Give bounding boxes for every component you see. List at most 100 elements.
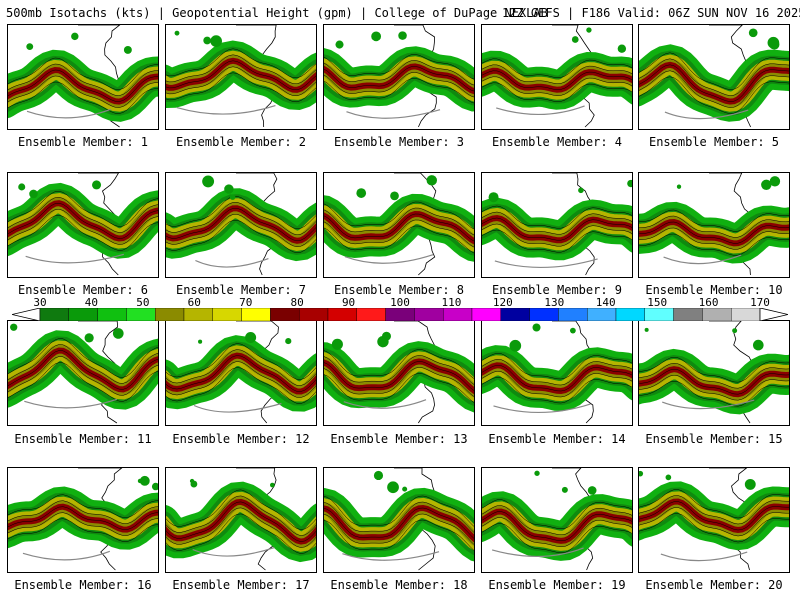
grey-contour — [346, 109, 441, 119]
colorbar-swatch — [587, 308, 617, 321]
colorbar-swatch — [673, 308, 703, 321]
height-contour — [8, 350, 158, 390]
height-contour — [324, 495, 474, 527]
height-contour — [482, 76, 632, 96]
height-contour — [639, 221, 789, 244]
height-contour — [166, 54, 316, 85]
isotach-patch — [112, 328, 124, 339]
height-contour — [8, 202, 158, 239]
ensemble-member-map — [165, 467, 317, 573]
isotach-patch — [331, 338, 343, 350]
ensemble-member-label: Ensemble Member: 5 — [648, 135, 780, 149]
isotach-patch — [509, 339, 522, 352]
isotach-patch — [665, 474, 672, 481]
jet-stream-map — [324, 25, 474, 128]
colorbar-tick-label: 60 — [187, 296, 201, 309]
height-contour — [639, 70, 789, 108]
grey-contour — [22, 550, 111, 561]
height-contour — [8, 57, 158, 90]
colorbar-swatch — [702, 308, 732, 321]
colorbar-swatch — [183, 308, 213, 321]
colorbar-swatch — [414, 308, 444, 321]
isotach-patch — [402, 486, 408, 492]
isotach-patch — [569, 327, 576, 334]
height-contour — [8, 494, 158, 518]
colorbar-swatch — [558, 308, 588, 321]
grey-contour — [344, 254, 434, 264]
isotach-patch — [198, 339, 203, 344]
height-contour — [482, 353, 632, 380]
height-contour — [324, 207, 474, 236]
height-contour — [482, 58, 632, 78]
colorbar-swatch — [385, 308, 415, 321]
jet-stream-map — [324, 321, 474, 424]
height-contour — [639, 58, 789, 96]
isotach-patch — [123, 45, 132, 54]
height-contour — [639, 227, 789, 250]
height-contour — [639, 209, 789, 232]
ensemble-member-label: Ensemble Member: 14 — [488, 432, 626, 446]
height-contour — [324, 507, 474, 539]
height-contour — [324, 501, 474, 533]
ensemble-member-map — [165, 320, 317, 426]
isotach-patch — [269, 482, 275, 488]
height-contour — [166, 367, 316, 404]
height-contour — [482, 517, 632, 548]
height-contour — [482, 523, 632, 554]
isotach-patch — [398, 31, 407, 40]
jet-stream-map — [639, 468, 789, 571]
isotach-patch — [202, 175, 215, 188]
height-contour — [8, 362, 158, 402]
colorbar-tick-label: 90 — [341, 296, 356, 309]
isotach-patch — [371, 31, 382, 42]
jet-stream-map — [8, 468, 158, 571]
colorbar-swatch — [500, 308, 530, 321]
grey-contour — [491, 547, 584, 558]
isotach-patch — [26, 43, 34, 51]
height-contour — [639, 356, 789, 383]
height-contour — [8, 356, 158, 396]
height-contour — [8, 190, 158, 227]
height-contour — [324, 519, 474, 551]
ensemble-member-map — [7, 320, 159, 426]
ensemble-member-label: Ensemble Member: 8 — [333, 283, 465, 297]
jet-stream-map — [482, 468, 632, 571]
height-contour — [8, 63, 158, 96]
jet-stream-map — [8, 25, 158, 128]
colorbar-swatch — [471, 308, 501, 321]
grey-contour — [663, 254, 742, 265]
ensemble-member-label: Ensemble Member: 19 — [488, 578, 626, 592]
grey-contour — [664, 109, 749, 120]
jet-stream-map — [324, 173, 474, 276]
grey-contour — [193, 402, 282, 413]
ensemble-member-label: Ensemble Member: 2 — [175, 135, 307, 149]
height-contour — [639, 76, 789, 114]
height-contour — [8, 214, 158, 251]
grey-contour — [195, 257, 269, 268]
isotach-patch — [488, 192, 499, 203]
height-contour — [639, 501, 789, 531]
height-contour — [482, 229, 632, 253]
height-contour — [324, 225, 474, 254]
isotach-patch — [571, 36, 579, 43]
ensemble-member-label: Ensemble Member: 4 — [491, 135, 623, 149]
grey-contour — [496, 105, 585, 116]
height-contour — [8, 208, 158, 245]
height-contour — [482, 499, 632, 530]
isotach-patch — [137, 478, 143, 484]
height-contour — [8, 81, 158, 114]
height-contour — [324, 219, 474, 248]
map-title: 500mb Isotachs (kts) | Geopotential Heig… — [6, 6, 548, 20]
ensemble-member-label: Ensemble Member: 16 — [14, 578, 152, 592]
height-contour — [8, 338, 158, 378]
isotach-patch — [29, 189, 38, 199]
height-contour — [482, 505, 632, 536]
height-contour — [324, 78, 474, 104]
colorbar-swatch — [529, 308, 559, 321]
height-contour — [324, 349, 474, 379]
ensemble-member-map — [165, 24, 317, 130]
ensemble-member-map — [323, 172, 475, 278]
ensemble-member-label: Ensemble Member: 17 — [172, 578, 310, 592]
colorbar-swatch — [154, 308, 185, 321]
ensemble-member-label: Ensemble Member: 12 — [172, 432, 310, 446]
